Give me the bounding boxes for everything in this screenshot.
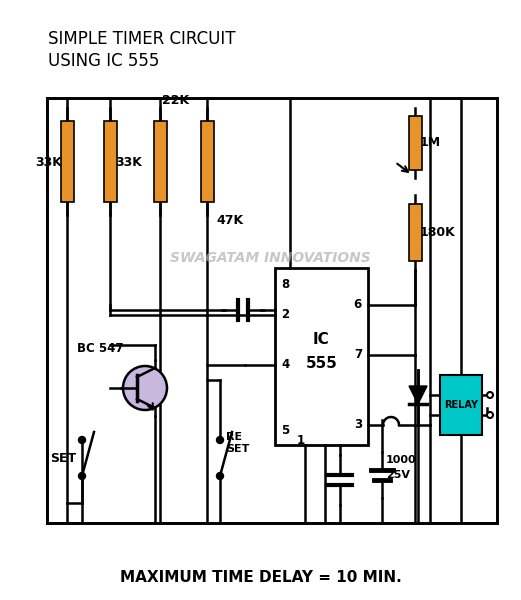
Circle shape [487,392,493,398]
Text: 8: 8 [281,278,289,292]
Text: RELAY: RELAY [444,400,478,410]
Text: 3: 3 [354,419,362,431]
Text: SWAGATAM INNOVATIONS: SWAGATAM INNOVATIONS [170,251,370,265]
Text: RE
SET: RE SET [226,432,250,454]
Text: 33K: 33K [115,157,142,169]
Text: 5: 5 [281,424,289,437]
Text: 4: 4 [281,358,289,371]
Bar [201,121,214,202]
Circle shape [487,412,493,418]
Text: IC: IC [313,332,330,347]
Bar [60,121,73,202]
Text: 22K: 22K [162,94,189,107]
Circle shape [217,473,224,479]
Text: BC 547: BC 547 [77,341,123,355]
Text: SIMPLE TIMER CIRCUIT
USING IC 555: SIMPLE TIMER CIRCUIT USING IC 555 [48,30,235,70]
Text: 2: 2 [281,308,289,322]
Text: 47K: 47K [216,214,243,226]
Text: SET: SET [50,451,76,464]
Circle shape [79,437,85,443]
Text: 1000: 1000 [386,455,417,465]
Text: 555: 555 [305,355,338,370]
Bar [275,268,368,445]
Text: 1M: 1M [420,136,441,149]
Text: 1: 1 [297,433,305,446]
Bar [440,375,482,435]
Polygon shape [409,386,427,404]
Text: 25V: 25V [386,470,410,480]
Bar [408,116,421,170]
Circle shape [79,473,85,479]
Text: MAXIMUM TIME DELAY = 10 MIN.: MAXIMUM TIME DELAY = 10 MIN. [120,571,402,586]
Circle shape [217,437,224,443]
Text: 180K: 180K [420,226,456,239]
Bar [154,121,167,202]
Text: 7: 7 [354,349,362,361]
Bar [408,204,421,261]
Bar [104,121,117,202]
Text: 33K: 33K [35,157,62,169]
Circle shape [123,366,167,410]
Text: 6: 6 [354,298,362,311]
Bar [47,98,497,523]
